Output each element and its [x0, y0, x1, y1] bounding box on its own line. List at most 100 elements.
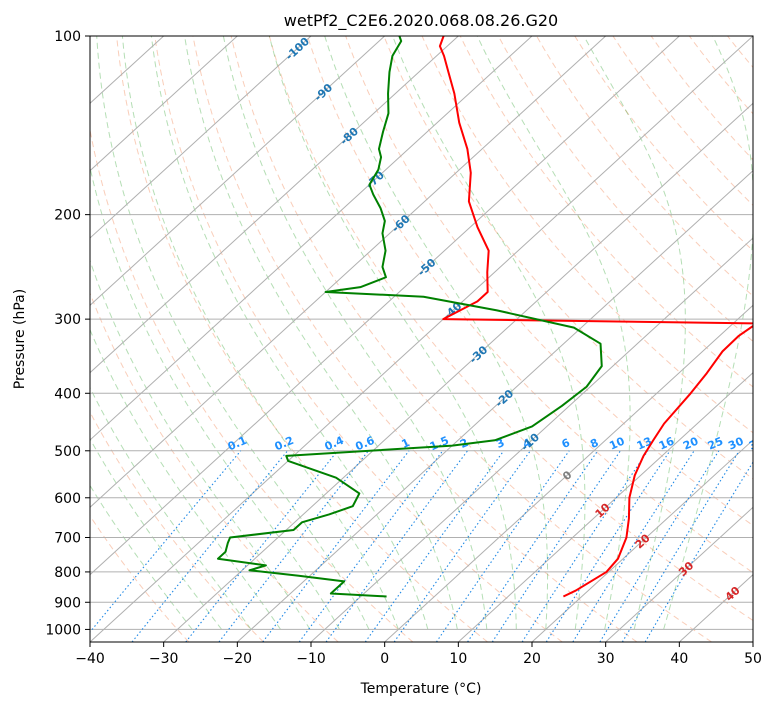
isotherm-line: [90, 36, 386, 307]
mixing-ratio-line: [185, 450, 338, 642]
x-tick-label: −30: [149, 651, 179, 667]
moist-adiabat: [90, 328, 281, 630]
mixing-ratio-label: 36: [747, 434, 767, 452]
isotherm-line: [90, 36, 607, 509]
x-tick-label: 10: [449, 651, 467, 667]
isotherm-line: [457, 371, 753, 642]
isotherm-line: [90, 36, 238, 172]
mixing-ratio-line: [491, 450, 621, 642]
chart-title: wetPf2_C2E6.2020.068.08.26.G20: [284, 11, 558, 31]
x-tick-label: 0: [380, 651, 389, 667]
dry-adiabat: [536, 36, 753, 297]
mixing-ratio-label: 10: [607, 434, 627, 452]
isopleth-label-layer: 0.1 0.2 0.4 0.6 1 1.5 2 3 4 6 8 10 13 16 20 25 30 36-100-…: [226, 36, 767, 604]
isotherm-line: [752, 641, 753, 642]
mixing-ratio-line: [364, 450, 505, 642]
moist-adiabat: [583, 36, 686, 630]
dry-adiabat: [650, 36, 753, 161]
moist-adiabat: [476, 36, 631, 630]
mixing-ratio-line: [435, 450, 570, 642]
y-tick-label: 100: [54, 29, 81, 45]
dry-adiabat: [497, 36, 753, 343]
isotherm-line: [90, 36, 533, 441]
dry-adiabat: [192, 36, 638, 642]
temperature-profile-line: [438, 36, 753, 598]
moist-adiabat: [184, 36, 458, 630]
x-tick-label: 30: [597, 651, 615, 667]
moist-adiabat: [90, 437, 223, 630]
moist-adiabat: [90, 484, 193, 630]
moist-adiabat: [268, 36, 517, 630]
x-tick-label: 40: [670, 651, 688, 667]
mixing-ratio-line: [467, 450, 599, 642]
isotherm-line: [90, 36, 312, 239]
mixing-ratio-line: [262, 450, 410, 642]
isotherm-line: [90, 36, 459, 374]
x-tick-label: 50: [744, 651, 762, 667]
dry-adiabat: [307, 36, 753, 574]
mixing-ratio-line: [621, 450, 740, 642]
mixing-ratio-line: [393, 450, 531, 642]
tick-layer: −40 −30 −20 −10 0 10 20 30 40 50 100 200 300 400 500 60…: [45, 29, 762, 667]
y-tick-label: 400: [54, 386, 81, 402]
mixing-ratio-line: [572, 450, 695, 642]
plot-frame: [89, 35, 754, 643]
moist-adiabat: [121, 36, 399, 630]
isotherm-line: [310, 237, 753, 642]
grid-layer: [90, 36, 775, 642]
mixing-ratio-line: [599, 450, 720, 642]
x-axis-label: Temperature (°C): [360, 681, 482, 697]
isotherm-line: [605, 506, 753, 642]
mixing-ratio-line: [325, 450, 468, 642]
mixing-ratio-label: 16: [657, 434, 677, 452]
y-tick-label: 700: [54, 531, 81, 547]
dry-adiabat: [766, 36, 775, 642]
moist-adiabat: [663, 36, 753, 630]
y-tick-label: 600: [54, 491, 81, 507]
dry-adiabat: [421, 36, 753, 434]
x-tick-label: 20: [523, 651, 541, 667]
dry-adiabat: [230, 36, 712, 642]
mixing-ratio-line: [545, 450, 671, 642]
dry-adiabat: [268, 36, 753, 622]
mixing-ratio-label: 30: [726, 434, 746, 452]
moist-adiabat: [222, 36, 488, 630]
isotherm-line: [163, 102, 753, 642]
mixing-ratio-line: [131, 450, 289, 642]
y-tick-label: 200: [54, 208, 81, 224]
mixing-ratio-line: [521, 450, 649, 642]
dry-adiabat: [154, 36, 563, 642]
moist-adiabat: [324, 36, 549, 630]
mixing-ratio-label: 20: [681, 434, 701, 452]
dry-adiabat: [90, 411, 264, 642]
mixing-ratio-label: 8: [588, 436, 600, 451]
y-tick-label: 300: [54, 312, 81, 328]
dry-adiabat: [688, 36, 753, 115]
y-tick-label: 500: [54, 444, 81, 460]
x-tick-label: −40: [75, 651, 105, 667]
moist-adiabat: [96, 36, 370, 630]
y-tick-label: 800: [54, 565, 81, 581]
moist-adiabat: [90, 259, 311, 630]
mixing-ratio-line: [218, 450, 369, 642]
dewpoint-profile-line: [216, 36, 603, 598]
dry-adiabat: [90, 514, 190, 642]
mixing-ratio-line: [298, 450, 444, 642]
dry-adiabat: [90, 127, 414, 642]
moist-adiabat: [150, 36, 429, 630]
y-tick-label: 900: [54, 595, 81, 611]
isotherm-line: [384, 304, 753, 642]
isotherm-line: [90, 36, 753, 642]
isotherm-line: [236, 169, 753, 642]
y-axis-label: Pressure (hPa): [12, 289, 28, 389]
mixing-ratio-label: 25: [706, 435, 725, 453]
dry-adiabat: [116, 36, 488, 642]
isotherm-line: [531, 439, 753, 642]
x-tick-label: −10: [296, 651, 326, 667]
isotherm-line: [90, 36, 680, 576]
series-layer: [216, 36, 753, 598]
moist-adiabat: [90, 386, 252, 630]
mixing-ratio-label: 6: [560, 436, 572, 451]
mixing-ratio-line: [90, 450, 242, 633]
